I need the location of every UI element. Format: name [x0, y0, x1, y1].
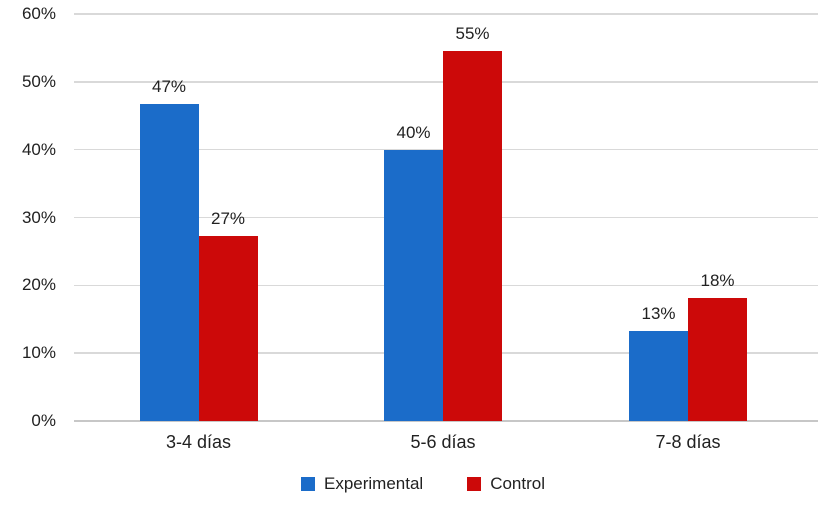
y-axis-tick-label: 20%	[21, 275, 56, 295]
legend-swatch-icon	[467, 477, 482, 491]
y-axis-tick-label: 60%	[21, 4, 56, 23]
legend-item-experimental: Experimental	[300, 474, 424, 494]
bar-value-label: 18%	[700, 270, 735, 290]
legend-item-control: Control	[467, 474, 545, 494]
x-axis-line	[74, 420, 818, 422]
bar-value-label: 27%	[210, 208, 246, 228]
x-axis-category-label: 7-8 días	[655, 432, 721, 452]
bar-experimental-3-4-dias	[139, 104, 199, 421]
bar-value-label: 40%	[396, 122, 431, 142]
gridline	[74, 13, 818, 15]
x-axis-category-label: 5-6 días	[410, 432, 476, 452]
legend: Experimental Control	[0, 471, 820, 497]
bar-control-5-6-dias	[443, 51, 502, 421]
bar-experimental-7-8-dias	[629, 330, 688, 421]
x-axis-category-label: 3-4 días	[165, 432, 232, 452]
bar-value-label: 55%	[455, 24, 490, 44]
bar-value-label: 47%	[151, 77, 187, 97]
bar-control-7-8-dias	[688, 297, 747, 421]
legend-label: Control	[490, 474, 546, 493]
y-axis-tick-label: 10%	[21, 343, 56, 363]
bar-control-3-4-dias	[198, 235, 258, 421]
bar-experimental-5-6-dias	[384, 149, 443, 421]
legend-swatch-icon	[300, 477, 315, 491]
y-axis-tick-label: 40%	[21, 139, 56, 159]
y-axis-tick-label: 0%	[31, 411, 56, 430]
legend-label: Experimental	[323, 474, 424, 493]
bar-value-label: 13%	[641, 303, 676, 323]
y-axis-tick-label: 50%	[21, 71, 56, 91]
y-axis-tick-label: 30%	[21, 207, 56, 227]
